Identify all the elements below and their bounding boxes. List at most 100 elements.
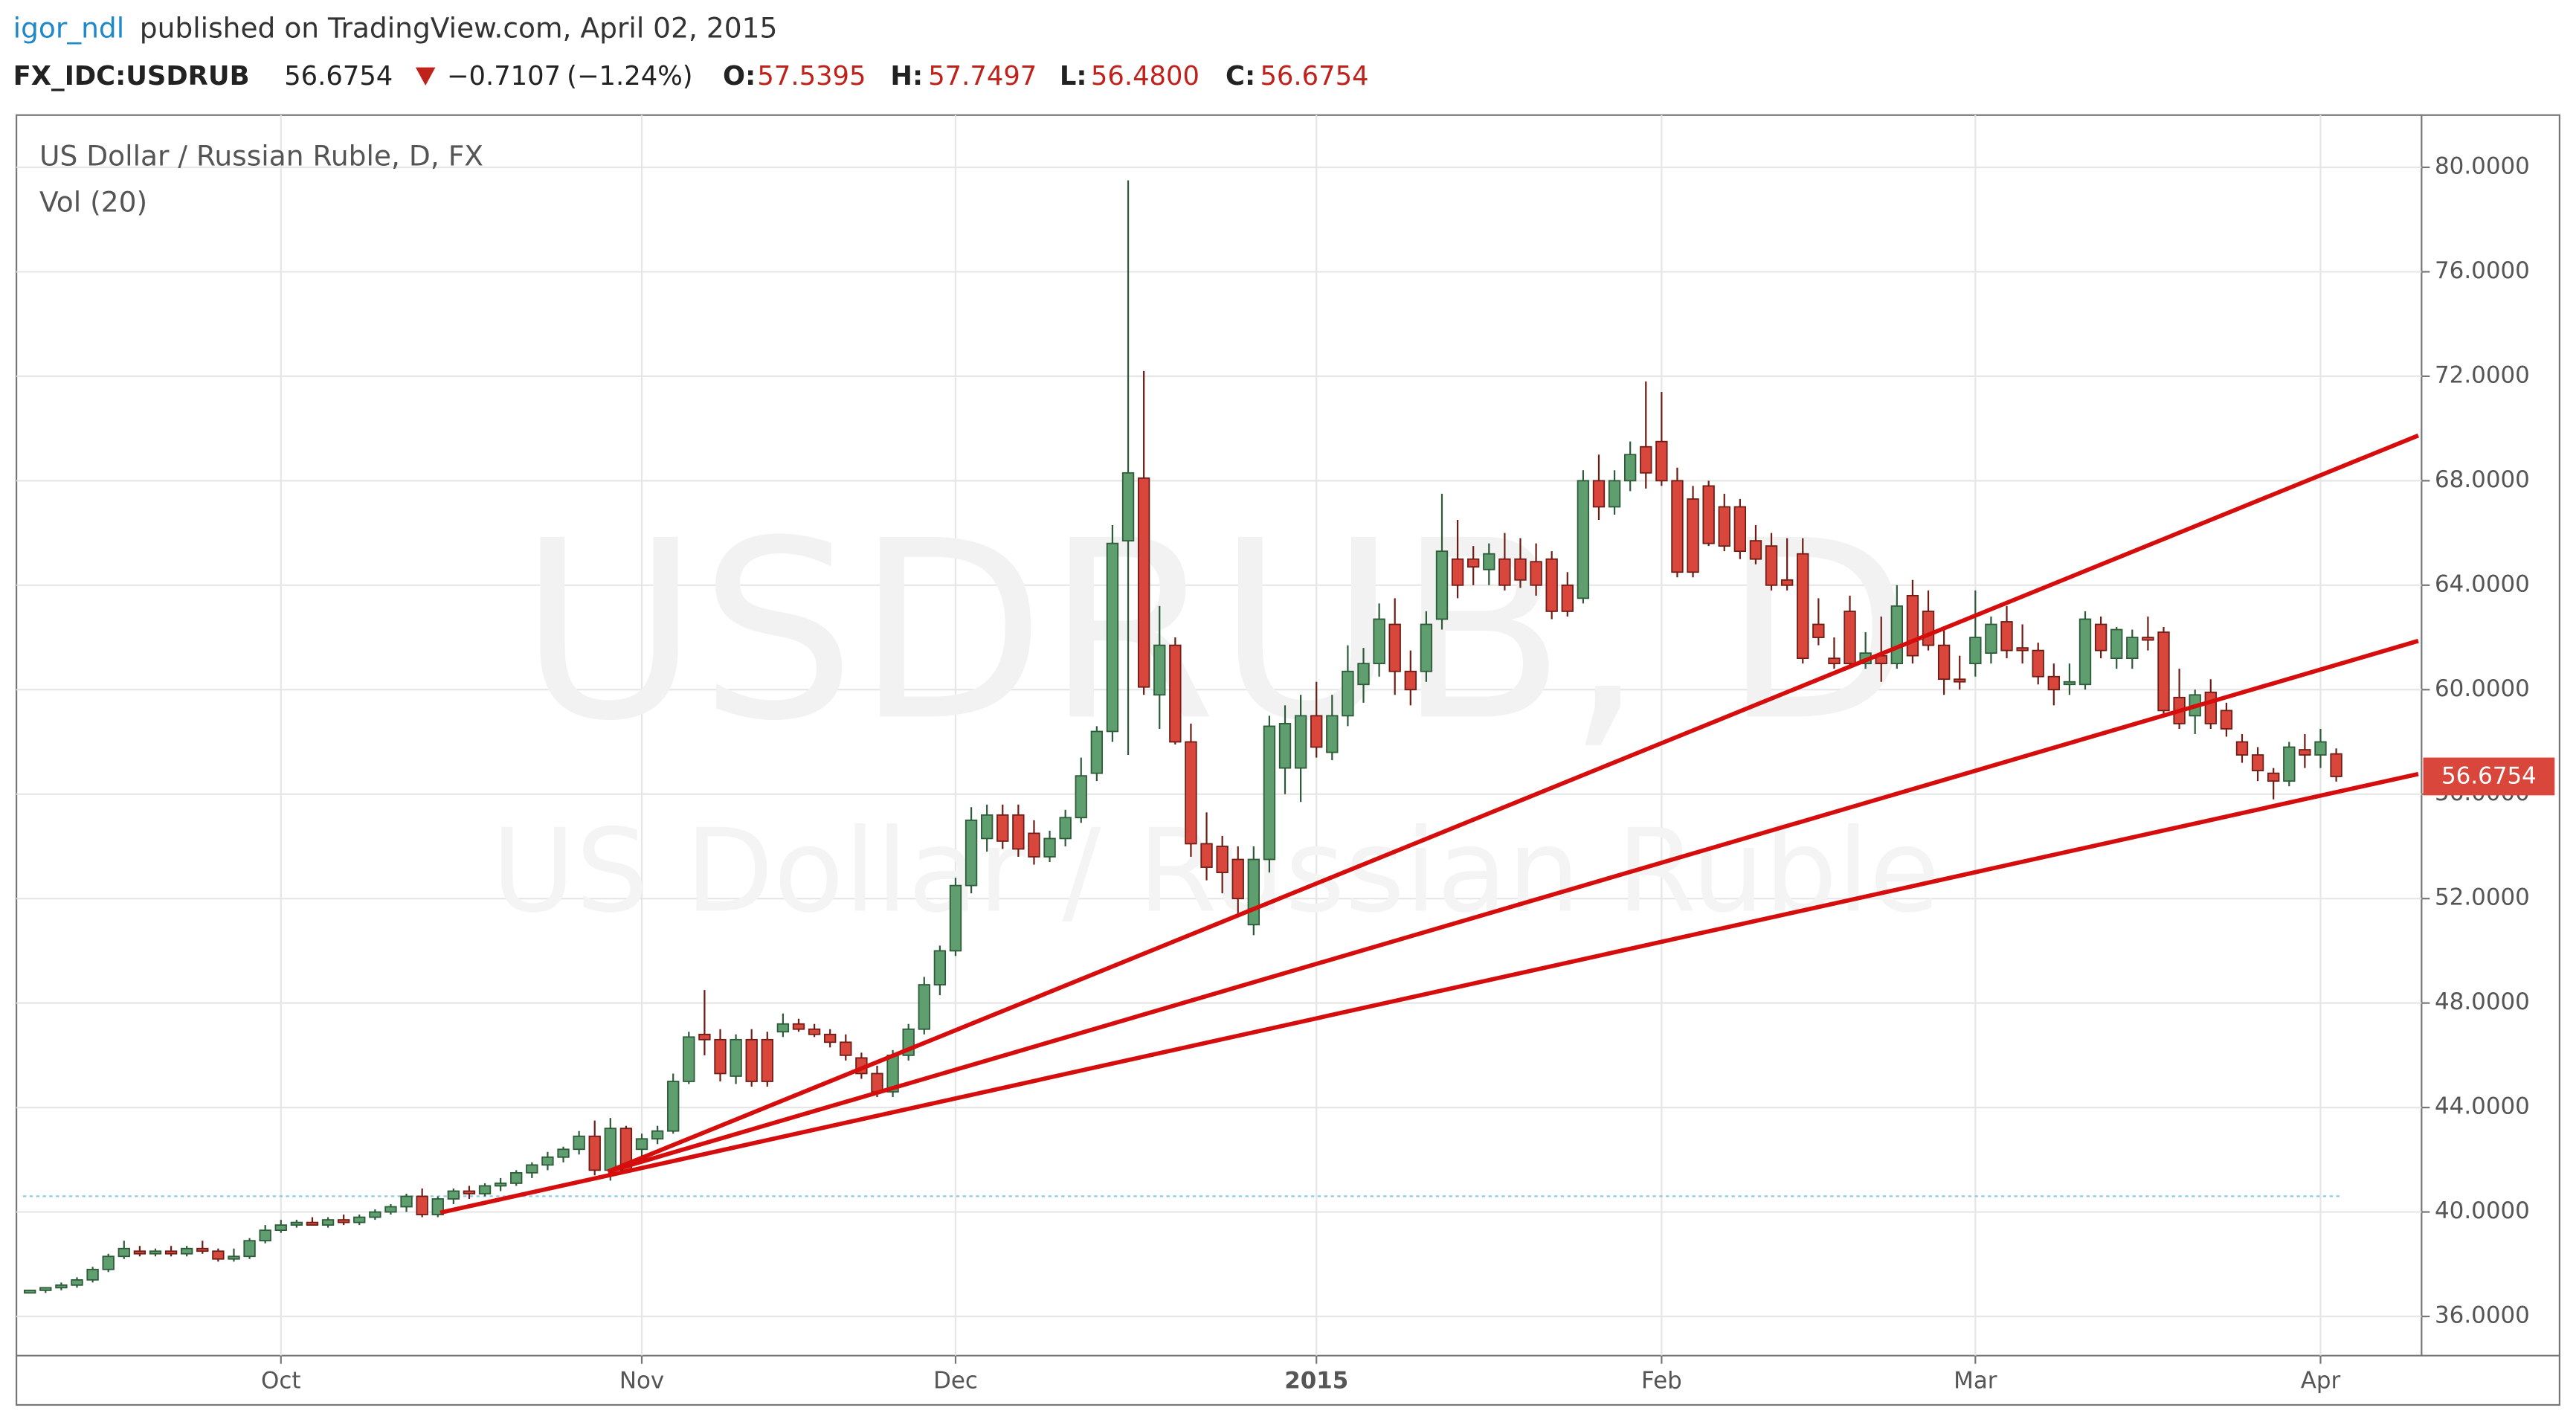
last-price-box	[2423, 757, 2555, 796]
candle-body	[39, 1287, 52, 1291]
candle-body	[1012, 814, 1025, 850]
candle-body	[1608, 480, 1621, 508]
candle-body	[2314, 741, 2327, 756]
candle-body	[1577, 480, 1590, 599]
candle-body	[290, 1221, 303, 1226]
candle-body	[274, 1224, 287, 1232]
symbol: FX_IDC:USDRUB	[13, 61, 250, 91]
candle-body	[1592, 480, 1606, 508]
down-arrow	[415, 67, 436, 86]
candle-body	[2220, 710, 2233, 730]
candle-body	[400, 1195, 413, 1208]
y-tick-label: 40.0000	[2435, 1197, 2530, 1224]
x-tick-label: Apr	[2301, 1368, 2341, 1395]
candle-body	[71, 1279, 83, 1286]
candle-body	[1765, 545, 1778, 586]
candle-body	[1075, 775, 1087, 819]
candle-body	[1169, 644, 1182, 743]
candle-body	[55, 1284, 68, 1289]
candle-body	[133, 1250, 146, 1255]
candle-body	[1797, 553, 1809, 660]
candle-body	[1121, 472, 1135, 542]
candle-body	[1420, 623, 1433, 672]
candle-body	[840, 1041, 852, 1056]
candle-body	[588, 1135, 601, 1171]
candle-body	[2204, 691, 2217, 724]
candle-body	[228, 1255, 240, 1260]
candle-body	[1357, 663, 1370, 686]
change-pct: (−1.24%)	[567, 61, 692, 91]
candle-body	[1498, 558, 1511, 586]
candle-body	[1922, 611, 1935, 646]
candle-body	[2235, 741, 2249, 756]
candle-body	[1483, 553, 1495, 570]
candle-body	[1247, 858, 1260, 926]
trend-line	[607, 433, 2419, 1174]
candle-body	[1231, 858, 1244, 900]
last-price-tag: 56.6754	[2441, 763, 2537, 790]
candle-body	[1718, 506, 1730, 547]
candle-body	[181, 1247, 193, 1255]
candle-body	[1828, 657, 1841, 665]
candle-body	[1906, 594, 1919, 657]
candle-body	[1890, 605, 1904, 665]
candle-body	[1294, 715, 1307, 769]
y-tick-label: 48.0000	[2435, 988, 2530, 1015]
change: −0.7107	[447, 61, 561, 91]
candle-body	[2000, 621, 2013, 652]
candle-body	[24, 1290, 36, 1294]
watermark-subtitle: US Dollar / Russian Ruble	[492, 804, 1940, 938]
candle-body	[557, 1148, 570, 1158]
candle-body	[918, 984, 930, 1030]
y-tick-label: 64.0000	[2435, 570, 2530, 597]
candle-body	[2063, 681, 2076, 686]
candle-body	[1278, 723, 1292, 769]
high-value: 57.7497	[928, 61, 1037, 91]
candle-body	[541, 1156, 554, 1166]
candle-body	[1702, 485, 1715, 544]
candle-body	[2016, 647, 2029, 652]
candle-body	[871, 1072, 883, 1093]
close-value: 56.6754	[1260, 61, 1368, 91]
x-tick-label: Feb	[1641, 1368, 1682, 1395]
candle-body	[1216, 846, 1229, 873]
candle-body	[1373, 618, 1385, 665]
y-tick-label: 52.0000	[2435, 884, 2530, 911]
candle-body	[2251, 754, 2264, 772]
last-price: 56.6754	[284, 61, 393, 91]
candle-body	[1749, 540, 1762, 560]
candle-body	[683, 1036, 695, 1082]
x-tick-label: Dec	[933, 1368, 978, 1395]
candle-body	[980, 814, 994, 840]
candle-body	[463, 1190, 476, 1194]
candle-body	[353, 1216, 366, 1223]
candle-body	[761, 1038, 773, 1082]
candle-body	[1137, 477, 1150, 688]
candle-body	[447, 1190, 460, 1200]
candle-body	[2078, 618, 2092, 686]
candle-body	[117, 1247, 130, 1258]
trend-lines	[439, 433, 2419, 1215]
candle-body	[949, 884, 962, 952]
candle-body	[1623, 454, 1637, 482]
candle-body	[1388, 623, 1401, 672]
x-tick-label: 2015	[1284, 1368, 1348, 1395]
candle-body	[1106, 542, 1119, 733]
candle-body	[510, 1172, 523, 1184]
candle-body	[1844, 611, 1856, 665]
candle-body	[1954, 678, 1966, 683]
candle-body	[1514, 558, 1527, 581]
candle-body	[1404, 670, 1417, 691]
candle-body	[526, 1164, 538, 1174]
candle-body	[1028, 832, 1040, 858]
low-value: 56.4800	[1091, 61, 1200, 91]
candle-body	[337, 1219, 350, 1223]
candle-body	[306, 1221, 319, 1226]
subtitle: Vol (20)	[39, 186, 147, 219]
candle-body	[698, 1033, 711, 1041]
candle-body	[1655, 440, 1668, 482]
candle-body	[1545, 558, 1558, 612]
author[interactable]: igor_ndl	[13, 11, 125, 44]
